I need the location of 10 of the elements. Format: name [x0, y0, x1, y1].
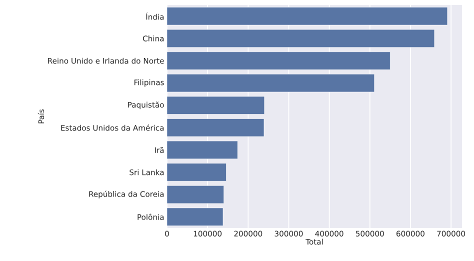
bar — [167, 140, 238, 160]
bar — [167, 208, 224, 226]
bar — [167, 186, 224, 204]
bar — [167, 7, 448, 26]
bar — [167, 163, 226, 182]
bar — [167, 96, 265, 114]
bar — [167, 118, 264, 137]
bar — [167, 52, 390, 70]
bar — [167, 74, 375, 92]
bar — [167, 29, 435, 48]
